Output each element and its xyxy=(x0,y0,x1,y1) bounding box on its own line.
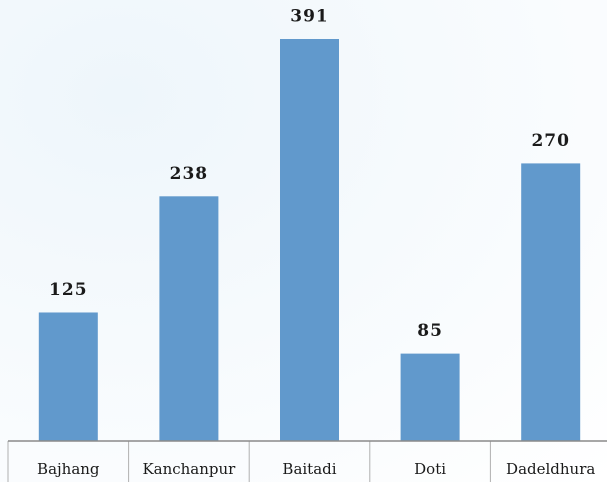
x-tick-label: Baitadi xyxy=(282,460,336,478)
value-label: 85 xyxy=(417,321,443,341)
bar xyxy=(400,353,460,441)
value-label: 125 xyxy=(49,280,88,300)
bar xyxy=(280,39,339,441)
x-tick-label: Dadeldhura xyxy=(506,460,595,478)
value-label: 270 xyxy=(531,131,570,151)
x-tick-label: Doti xyxy=(414,460,446,478)
bar xyxy=(159,196,219,441)
bar xyxy=(38,312,98,441)
x-tick-label: Bajhang xyxy=(37,460,100,478)
value-label: 238 xyxy=(170,164,209,184)
value-label: 391 xyxy=(290,7,329,27)
x-tick-label: Kanchanpur xyxy=(142,460,236,478)
bar xyxy=(521,163,581,441)
